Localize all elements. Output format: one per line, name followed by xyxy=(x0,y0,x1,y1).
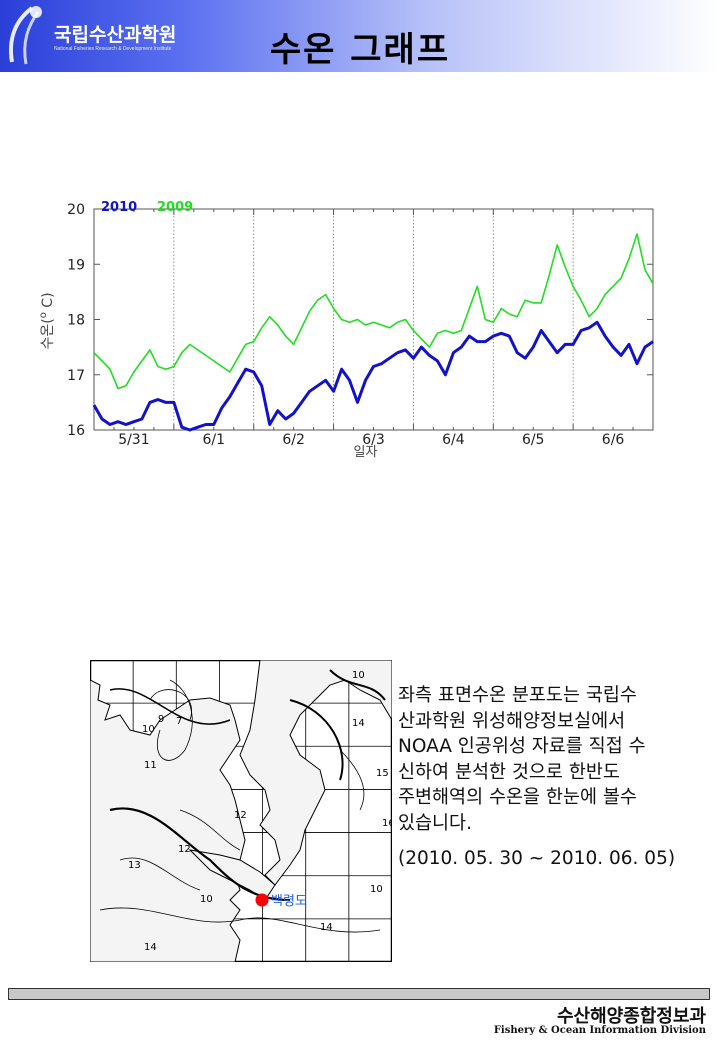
contour-label: 10 xyxy=(370,884,383,895)
water-temperature-chart: 16 17 18 19 20 5/31 6/1 6/2 6/3 6/4 6/5 6/6 일자 수온(o C… xyxy=(38,200,654,460)
y-tick-label: 16 xyxy=(67,423,85,439)
plot-frame xyxy=(93,208,654,431)
y-tick-label: 18 xyxy=(67,313,85,329)
division-name-korean: 수산해양종합정보과 xyxy=(556,1006,706,1027)
contour-label: 10 xyxy=(352,670,365,681)
contour-label: 14 xyxy=(144,942,157,953)
x-axis-label: 일자 xyxy=(354,445,378,460)
x-tick-label: 6/6 xyxy=(602,432,625,448)
contour-label: 15 xyxy=(376,768,389,779)
legend-entry: 2010 xyxy=(101,200,137,215)
header-banner: 국립수산과학원 National Fisheries Research & De… xyxy=(0,0,720,72)
y-tick-label: 20 xyxy=(67,202,85,218)
contour-label: 9 xyxy=(158,714,164,725)
contour-label: 14 xyxy=(320,922,333,933)
page-title: 수온 그래프 xyxy=(269,30,451,70)
y-tick-label: 19 xyxy=(67,257,85,273)
date-range: (2010. 05. 30 ~ 2010. 06. 05) xyxy=(398,848,676,869)
contour-label: 10 xyxy=(200,894,213,905)
x-tick-label: 5/31 xyxy=(118,432,149,448)
legend-entry: 2009 xyxy=(157,200,193,215)
contour-label: 7 xyxy=(176,716,182,727)
fish-logo-icon xyxy=(9,6,42,65)
description-line: 신하여 분석한 것으로 한반도 xyxy=(398,761,620,783)
coastline-korea xyxy=(239,660,392,886)
series-line-2009 xyxy=(93,233,654,390)
contour-label: 16 xyxy=(382,818,392,829)
x-tick-label: 6/4 xyxy=(442,432,465,448)
y-tick-label: 17 xyxy=(67,368,85,384)
contour-label: 13 xyxy=(128,860,141,871)
footer-divider xyxy=(8,988,710,1000)
description-line: NOAA 인공위성 자료를 직접 수 xyxy=(398,736,646,757)
station-label: 백령도 xyxy=(271,894,307,909)
description-line: 있습니다. xyxy=(398,812,472,834)
org-subtitle: National Fisheries Research & Developmen… xyxy=(54,46,172,52)
contour-label: 12 xyxy=(178,844,191,855)
x-tick-label: 6/5 xyxy=(522,432,545,448)
division-name-english: Fishery & Ocean Information Division xyxy=(493,1025,706,1036)
x-tick-label: 6/1 xyxy=(203,432,226,448)
x-tick-label: 6/2 xyxy=(282,432,305,448)
series-line-2010 xyxy=(92,320,654,432)
description-line: 주변해역의 수온을 한눈에 볼수 xyxy=(398,787,637,808)
coastline-china xyxy=(90,679,246,962)
org-name: 국립수산과학원 xyxy=(54,24,177,46)
y-axis-label: 수온(o C) xyxy=(38,292,56,349)
description-line: 좌측 표면수온 분포도는 국립수 xyxy=(398,685,637,706)
description-line: 산과학원 위성해양정보실에서 xyxy=(398,710,626,732)
description-panel: 좌측 표면수온 분포도는 국립수 산과학원 위성해양정보실에서 NOAA 인공위… xyxy=(398,683,698,872)
contour-label: 10 xyxy=(142,724,155,735)
contour-label: 12 xyxy=(234,810,247,821)
contour-label: 11 xyxy=(144,760,157,771)
contour-label: 14 xyxy=(352,718,365,729)
x-tick-label: 6/3 xyxy=(362,432,385,448)
station-marker xyxy=(255,893,269,907)
